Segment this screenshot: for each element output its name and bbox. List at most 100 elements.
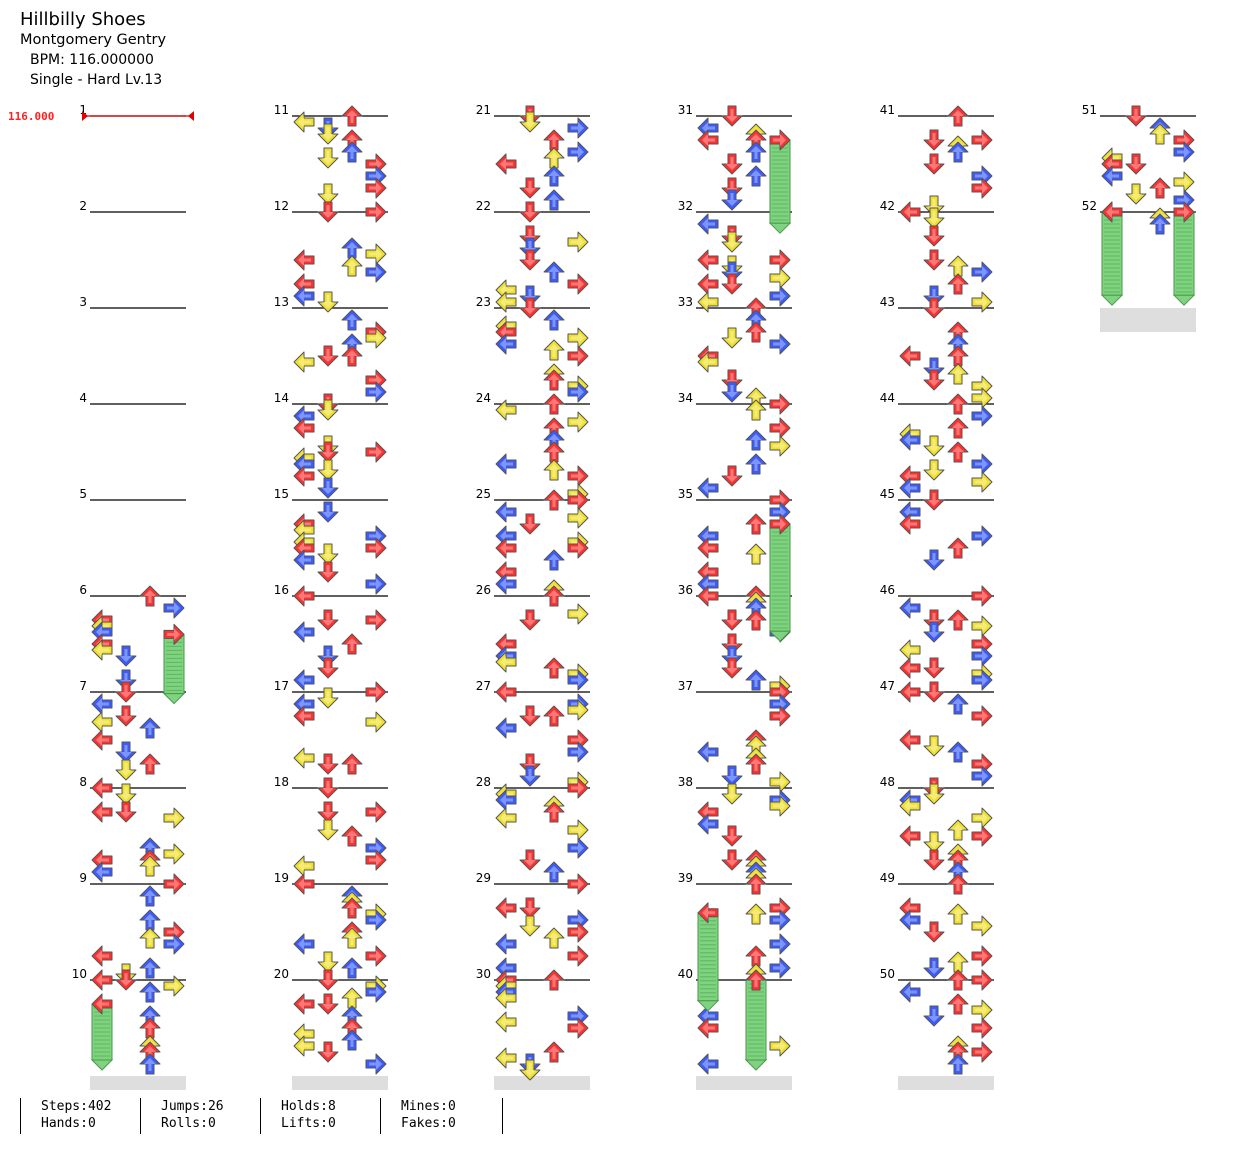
note-arrow [1125,105,1147,127]
beat-gap [90,428,186,452]
note-arrow [543,657,565,679]
note-arrow-shape [293,285,315,307]
note-arrow [543,309,565,331]
beat-gap [90,500,186,524]
note-arrow-shape [365,201,387,223]
measure-number: 49 [880,871,895,885]
note-arrow-highlight [500,404,513,416]
note-arrow-highlight [975,710,988,722]
note-arrow [923,657,945,679]
measure-number: 46 [880,583,895,597]
note-arrow [971,471,993,493]
note-arrow [745,543,767,565]
note-arrow-highlight [548,374,560,387]
note-arrow-shape [947,903,969,925]
note-arrow-shape [365,981,387,1003]
note-arrow-highlight [120,763,132,776]
note-arrow [923,207,945,229]
note-arrow [317,609,339,631]
hold-tail [696,1000,720,1012]
note-arrow [947,441,969,463]
measure-number: 1 [79,103,87,117]
hold-tail [768,630,792,642]
note-arrow [947,693,969,715]
note-arrow-shape [365,849,387,871]
note-arrow-shape [519,609,541,631]
note-arrow-shape [923,849,945,871]
note-arrow [543,489,565,511]
note-arrow [341,633,363,655]
note-arrow [567,873,589,895]
note-arrow [923,921,945,943]
note-arrow-shape [293,1035,315,1057]
note-arrow [1173,141,1195,163]
note-arrow-shape [971,585,993,607]
note-arrow-highlight [298,410,311,422]
note-arrow-highlight [571,878,584,890]
note-arrow-highlight [322,403,334,416]
note-arrow [495,717,517,739]
note-arrow [567,231,589,253]
note-arrow-highlight [975,134,988,146]
note-arrow-shape [899,513,921,535]
note-arrow-shape [1101,165,1123,187]
note-arrow-shape [721,189,743,211]
note-arrow-shape [365,909,387,931]
song-artist: Montgomery Gentry [20,32,167,48]
note-arrow-shape [567,777,589,799]
measure-number: 37 [678,679,693,693]
note-arrow-highlight [904,914,917,926]
measure-number: 27 [476,679,491,693]
note-arrow-shape [923,621,945,643]
note-arrow-highlight [346,830,358,843]
note-arrow-highlight [952,974,964,987]
note-arrow-highlight [773,272,786,284]
note-arrow [293,873,315,895]
note-arrow-highlight [975,380,988,392]
note-arrow [293,993,315,1015]
note-arrow-shape [365,681,387,703]
note-arrow [495,1011,517,1033]
note-arrow-highlight [702,566,715,578]
note-arrow-shape [567,345,589,367]
note-arrow [365,981,387,1003]
hold-note [696,902,720,1012]
note-arrow [519,1059,541,1081]
note-arrow-highlight [144,890,156,903]
note-arrow-highlight [298,554,311,566]
measure-number: 44 [880,391,895,405]
beat-gap [494,188,590,212]
note-arrow-highlight [750,302,762,315]
note-arrow-highlight [750,878,762,891]
note-arrow-highlight [500,992,513,1004]
note-arrow-highlight [750,392,762,405]
stat-lifts: Lifts:0 [281,1116,336,1131]
note-arrow-shape [745,165,767,187]
note-arrow [341,309,363,331]
note-arrow-shape [899,345,921,367]
note-arrow-highlight [500,962,513,974]
note-arrow-highlight [548,974,560,987]
note-arrow [947,1053,969,1075]
note-arrow-highlight [904,734,917,746]
note-arrow [365,681,387,703]
note-arrow-shape [971,1017,993,1039]
note-arrow-highlight [571,950,584,962]
note-arrow-shape [567,231,589,253]
note-arrow-highlight [571,1010,584,1022]
note-arrow-shape [567,141,589,163]
note-arrow-highlight [548,866,560,879]
note-arrow [923,957,945,979]
note-arrow-highlight [773,254,786,266]
note-arrow-highlight [369,386,382,398]
note-arrow-shape [519,285,541,307]
note-arrow-highlight [322,205,334,218]
note-arrow-shape [115,969,137,991]
note-arrow-shape [519,177,541,199]
note-arrow-shape [543,189,565,211]
note-arrow [543,339,565,361]
note-arrow [115,645,137,667]
note-arrow-shape [721,381,743,403]
note-arrow-highlight [571,926,584,938]
note-arrow-highlight [773,1040,786,1052]
